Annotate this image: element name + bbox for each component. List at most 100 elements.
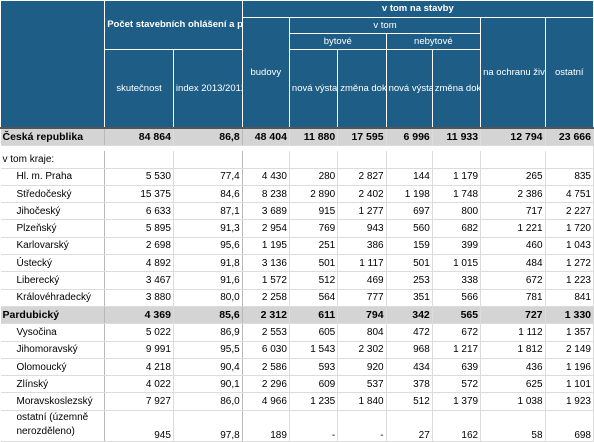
- table-cell: 5 530: [104, 168, 174, 186]
- table-cell: 560: [386, 219, 433, 238]
- table-cell: 1 195: [242, 237, 290, 256]
- table-cell: 697: [386, 202, 433, 221]
- table-cell: 48 404: [242, 127, 290, 147]
- header-bytove-nova-vystavba: nová výstavba: [288, 49, 339, 129]
- table-cell: 2 698: [104, 237, 174, 256]
- row-label: Královéhradecký: [0, 289, 106, 307]
- table-cell: 95,6: [173, 237, 243, 256]
- table-cell: 943: [337, 219, 387, 238]
- table-cell: 15 375: [104, 185, 174, 204]
- table-cell: 80,0: [173, 289, 243, 307]
- table-cell: 1 223: [545, 271, 594, 290]
- table-cell: 342: [386, 306, 433, 325]
- table-row: Plzeňský 5 895 91,3 2 954 769 943 560 682 1 221 1…: [0, 219, 594, 238]
- table-cell: 593: [289, 358, 339, 377]
- table-cell: 4 022: [104, 375, 174, 394]
- table-cell: 1 748: [432, 185, 482, 204]
- table-cell: 90,4: [173, 358, 243, 377]
- table-cell: 1 720: [545, 219, 594, 238]
- header-index: index 2013/2012: [172, 49, 243, 129]
- table-cell: 84,6: [173, 185, 243, 204]
- table-cell: 3 880: [104, 289, 174, 307]
- header-bytove-zmena: změna dokonče-ných staveb: [337, 49, 387, 129]
- table-cell: 4 892: [104, 254, 174, 273]
- table-cell: 27: [386, 410, 433, 442]
- table-cell: 159: [386, 237, 433, 256]
- table-row: ostatní (územně nerozděleno) 945 97,8 189- -…: [0, 410, 594, 442]
- header-v-tom: v tom: [288, 17, 482, 34]
- table-cell: 769: [289, 219, 339, 238]
- table-cell: 85,6: [173, 306, 243, 325]
- row-label: Zlínský: [0, 375, 106, 394]
- table-cell: 672: [480, 271, 546, 290]
- section-row: v tom kraje:: [0, 151, 594, 169]
- table-cell: 11 933: [432, 127, 482, 147]
- table-cell: 17 595: [337, 127, 387, 147]
- table-cell: 4 218: [104, 358, 174, 377]
- table-cell: 2 827: [337, 168, 387, 186]
- header-bytove: bytové: [288, 33, 387, 50]
- header-nebytove: nebytové: [385, 33, 482, 50]
- table-cell: 86,8: [173, 127, 243, 147]
- table-cell: 253: [386, 271, 433, 290]
- table-cell: 1 572: [242, 271, 290, 290]
- table-cell: 6 030: [242, 341, 290, 359]
- table-cell: 378: [386, 375, 433, 394]
- table-cell: 2 296: [242, 375, 290, 394]
- table-cell: 682: [432, 219, 482, 238]
- table-cell: 6 633: [104, 202, 174, 221]
- row-label: Karlovarský: [0, 237, 106, 256]
- table-cell: 2 553: [242, 323, 290, 342]
- table-cell: 1 015: [432, 254, 482, 273]
- row-label: Jihomoravský: [0, 341, 106, 359]
- table-cell: 835: [545, 168, 594, 186]
- table-cell: 351: [386, 289, 433, 307]
- header-budovy: budovy: [241, 17, 290, 129]
- table-row: Moravskoslezský 7 927 86,0 4 966 1 235 1 840 5…: [0, 392, 594, 411]
- table-cell: 841: [545, 289, 594, 307]
- row-label: Moravskoslezský: [0, 392, 106, 411]
- table-cell: 804: [337, 323, 387, 342]
- table-cell: 9 991: [104, 341, 174, 359]
- row-label: ostatní (územně nerozděleno): [0, 410, 106, 442]
- table-cell: 58: [480, 410, 546, 442]
- table-cell: 87,1: [173, 202, 243, 221]
- table-cell: 265: [480, 168, 546, 186]
- row-label: Česká republika: [0, 127, 106, 147]
- table-cell: 91,3: [173, 219, 243, 238]
- row-label: Pardubický: [0, 306, 106, 325]
- table-cell: 1 221: [480, 219, 546, 238]
- table-row: Hl. m. Praha 5 530 77,4 4 430 280 2 827 144 1 1…: [0, 168, 594, 186]
- table-cell: 4 369: [104, 306, 174, 325]
- table-cell: 1 543: [289, 341, 339, 359]
- table-cell: 95,5: [173, 341, 243, 359]
- table-cell: 84 864: [104, 127, 174, 147]
- table-cell: 968: [386, 341, 433, 359]
- header-na-ochranu: na ochranu životního prostředí: [480, 17, 546, 129]
- table-cell: 12 794: [480, 127, 546, 147]
- table-cell: 91,6: [173, 271, 243, 290]
- table-cell: 566: [432, 289, 482, 307]
- table-cell: 77,4: [173, 168, 243, 186]
- table-cell: 338: [432, 271, 482, 290]
- table-cell: 1 117: [337, 254, 387, 273]
- table-cell: 4 430: [242, 168, 290, 186]
- table-cell: 472: [386, 323, 433, 342]
- table-cell: 4 751: [545, 185, 594, 204]
- table-cell: 1 357: [545, 323, 594, 342]
- table-cell: 1 812: [480, 341, 546, 359]
- table-cell: 501: [386, 254, 433, 273]
- table-cell: 3 467: [104, 271, 174, 290]
- table-cell: 512: [386, 392, 433, 411]
- table-row: Ústecký 4 892 91,8 3 136 501 1 117 501 1 015 484…: [0, 254, 594, 273]
- table-row: Karlovarský 2 698 95,6 1 195 251 386 159 399 460…: [0, 237, 594, 256]
- table-cell: 1 272: [545, 254, 594, 273]
- table-cell: 537: [337, 375, 387, 394]
- table-cell: 86,0: [173, 392, 243, 411]
- table-cell: 189: [242, 410, 290, 442]
- header-in-construction: v tom na stavby: [241, 0, 594, 18]
- table-cell: 945: [104, 410, 174, 442]
- table-cell: 611: [289, 306, 339, 325]
- table-cell: 1 196: [545, 358, 594, 377]
